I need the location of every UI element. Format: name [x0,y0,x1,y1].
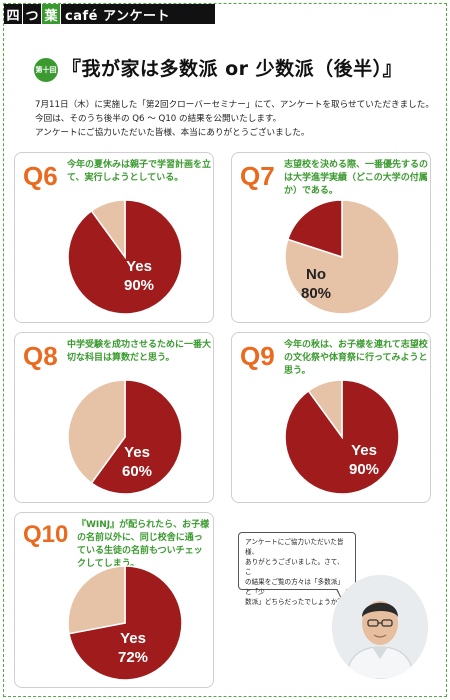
question-number: Q7 [240,161,275,191]
pie-chart-q9 [284,379,400,495]
question-number: Q6 [23,161,58,191]
pie-label-q6: Yes 90% [99,257,179,295]
pie-chart-q7 [284,199,400,315]
answer-label: Yes [351,442,377,459]
question-card-q9: Q9 今年の秋は、お子様を連れて志望校の文化祭や体育祭に行ってみようと思う。 Y… [231,332,431,503]
header-brand: café アンケート [61,4,215,24]
question-text: 中学受験を成功させるために一番大切な科目は算数だと思う。 [67,340,212,363]
pie-chart-q8 [67,379,183,495]
intro-text: 7月11日（木）に実施した「第2回クローバーセミナー」にて、アンケートを取らせて… [35,98,435,140]
intro-line: 7月11日（木）に実施した「第2回クローバーセミナー」にて、アンケートを取らせて… [35,100,434,110]
question-text: 今年の秋は、お子様を連れて志望校の文化祭や体育祭に行ってみようと思う。 [284,340,428,376]
answer-label: Yes [126,258,152,275]
person-icon [332,575,428,679]
pie-slice-majority [284,199,400,315]
pie-chart-q10 [67,565,183,681]
percent-label: 72% [117,649,149,666]
bubble-line: 数派」どちらだったでしょうか？ [245,598,344,606]
percent-label: 80% [300,285,332,302]
pie-slice-minority [67,565,126,635]
pie-slice-minority [307,379,343,440]
pie-slice-majority [90,379,183,495]
question-card-q7: Q7 志望校を決める際、一番優先するのは大学進学実績（どこの大学の付属か）である… [231,152,431,323]
pie-slice-minority [67,379,126,485]
question-card-q8: Q8 中学受験を成功させるために一番大切な科目は算数だと思う。 Yes 60% [14,332,214,503]
intro-line: 今回は、そのうち後半の Q6 ～ Q10 の結果を公開いたします。 [35,114,282,124]
header-char: 葉 [42,4,60,24]
answer-label: Yes [124,444,150,461]
question-number: Q8 [23,341,58,371]
answer-label: No [306,266,326,283]
presenter-photo [332,575,428,679]
answer-label: Yes [120,630,146,647]
question-number: Q9 [240,341,275,371]
bubble-line: ありがとうございました。さて、こ [245,558,344,576]
pie-label-q9: Yes 90% [324,441,404,479]
bubble-line: の結果をご覧の方々は「多数派」と「少 [245,578,344,596]
percent-label: 90% [348,461,380,478]
question-text: 『WINJ』が配られたら、お子様の名前以外に、同じ校舎に通っている生徒の名前もつ… [77,520,210,569]
speech-bubble: アンケートにご協力いただいた皆様、 ありがとうございました。さて、こ の結果をご… [238,532,356,606]
question-text: 志望校を決める際、一番優先するのは大学進学実績（どこの大学の付属か）である。 [284,160,429,196]
intro-line: アンケートにご協力いただいた皆様、本当にありがとうございました。 [35,128,310,138]
header-char: 四 [4,4,22,24]
pie-slice-minority [90,199,126,260]
percent-label: 90% [123,277,155,294]
pie-label-q8: Yes 60% [97,443,177,481]
pie-chart-q6 [67,199,183,315]
question-card-q10: Q10 『WINJ』が配られたら、お子様の名前以外に、同じ校舎に通っている生徒の… [14,512,214,688]
issue-badge: 第十回 [34,58,58,82]
page-title: 『我が家は多数派 or 少数派（後半）』 [62,58,403,80]
percent-label: 60% [121,463,153,480]
header-tab: 四 つ 葉 café アンケート [4,4,216,24]
question-card-q6: Q6 今年の夏休みは親子で学習計画を立て、実行しようとしている。 Yes 90% [14,152,214,323]
pie-label-q10: Yes 72% [93,629,173,667]
header-char: つ [23,4,41,24]
page-frame [3,3,447,697]
bubble-line: アンケートにご協力いただいた皆様、 [245,538,344,556]
question-text: 今年の夏休みは親子で学習計画を立て、実行しようとしている。 [67,160,212,183]
question-number: Q10 [23,521,69,548]
pie-slice-minority [286,199,343,259]
pie-label-q7: No 80% [276,265,356,303]
